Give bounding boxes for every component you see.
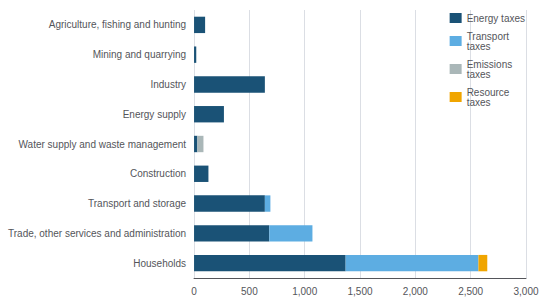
svg-text:taxes: taxes (467, 97, 491, 108)
svg-text:Households: Households (133, 258, 186, 269)
svg-text:1,000: 1,000 (292, 286, 317, 297)
svg-text:2,000: 2,000 (403, 286, 428, 297)
svg-text:Transport: Transport (466, 30, 510, 42)
svg-text:500: 500 (241, 286, 258, 297)
svg-text:Industry: Industry (150, 79, 186, 90)
svg-text:Trade, other services and admi: Trade, other services and administration (8, 228, 186, 239)
svg-text:0: 0 (191, 286, 197, 297)
svg-text:Agriculture, fishing and hunti: Agriculture, fishing and hunting (49, 19, 186, 30)
svg-text:2,500: 2,500 (458, 286, 483, 297)
svg-text:3,000: 3,000 (513, 286, 538, 297)
svg-text:Transport and storage: Transport and storage (88, 198, 186, 209)
svg-text:Construction: Construction (130, 168, 186, 179)
svg-text:Emissions: Emissions (466, 58, 513, 70)
svg-text:Water supply and waste managem: Water supply and waste management (19, 139, 187, 150)
svg-text:Resource: Resource (466, 86, 510, 98)
svg-text:Mining and quarrying: Mining and quarrying (93, 49, 186, 60)
svg-text:taxes: taxes (467, 69, 491, 80)
svg-text:taxes: taxes (467, 41, 491, 52)
svg-text:Energy taxes: Energy taxes (467, 13, 525, 24)
svg-text:1,500: 1,500 (348, 286, 373, 297)
svg-text:Energy supply: Energy supply (123, 109, 186, 120)
